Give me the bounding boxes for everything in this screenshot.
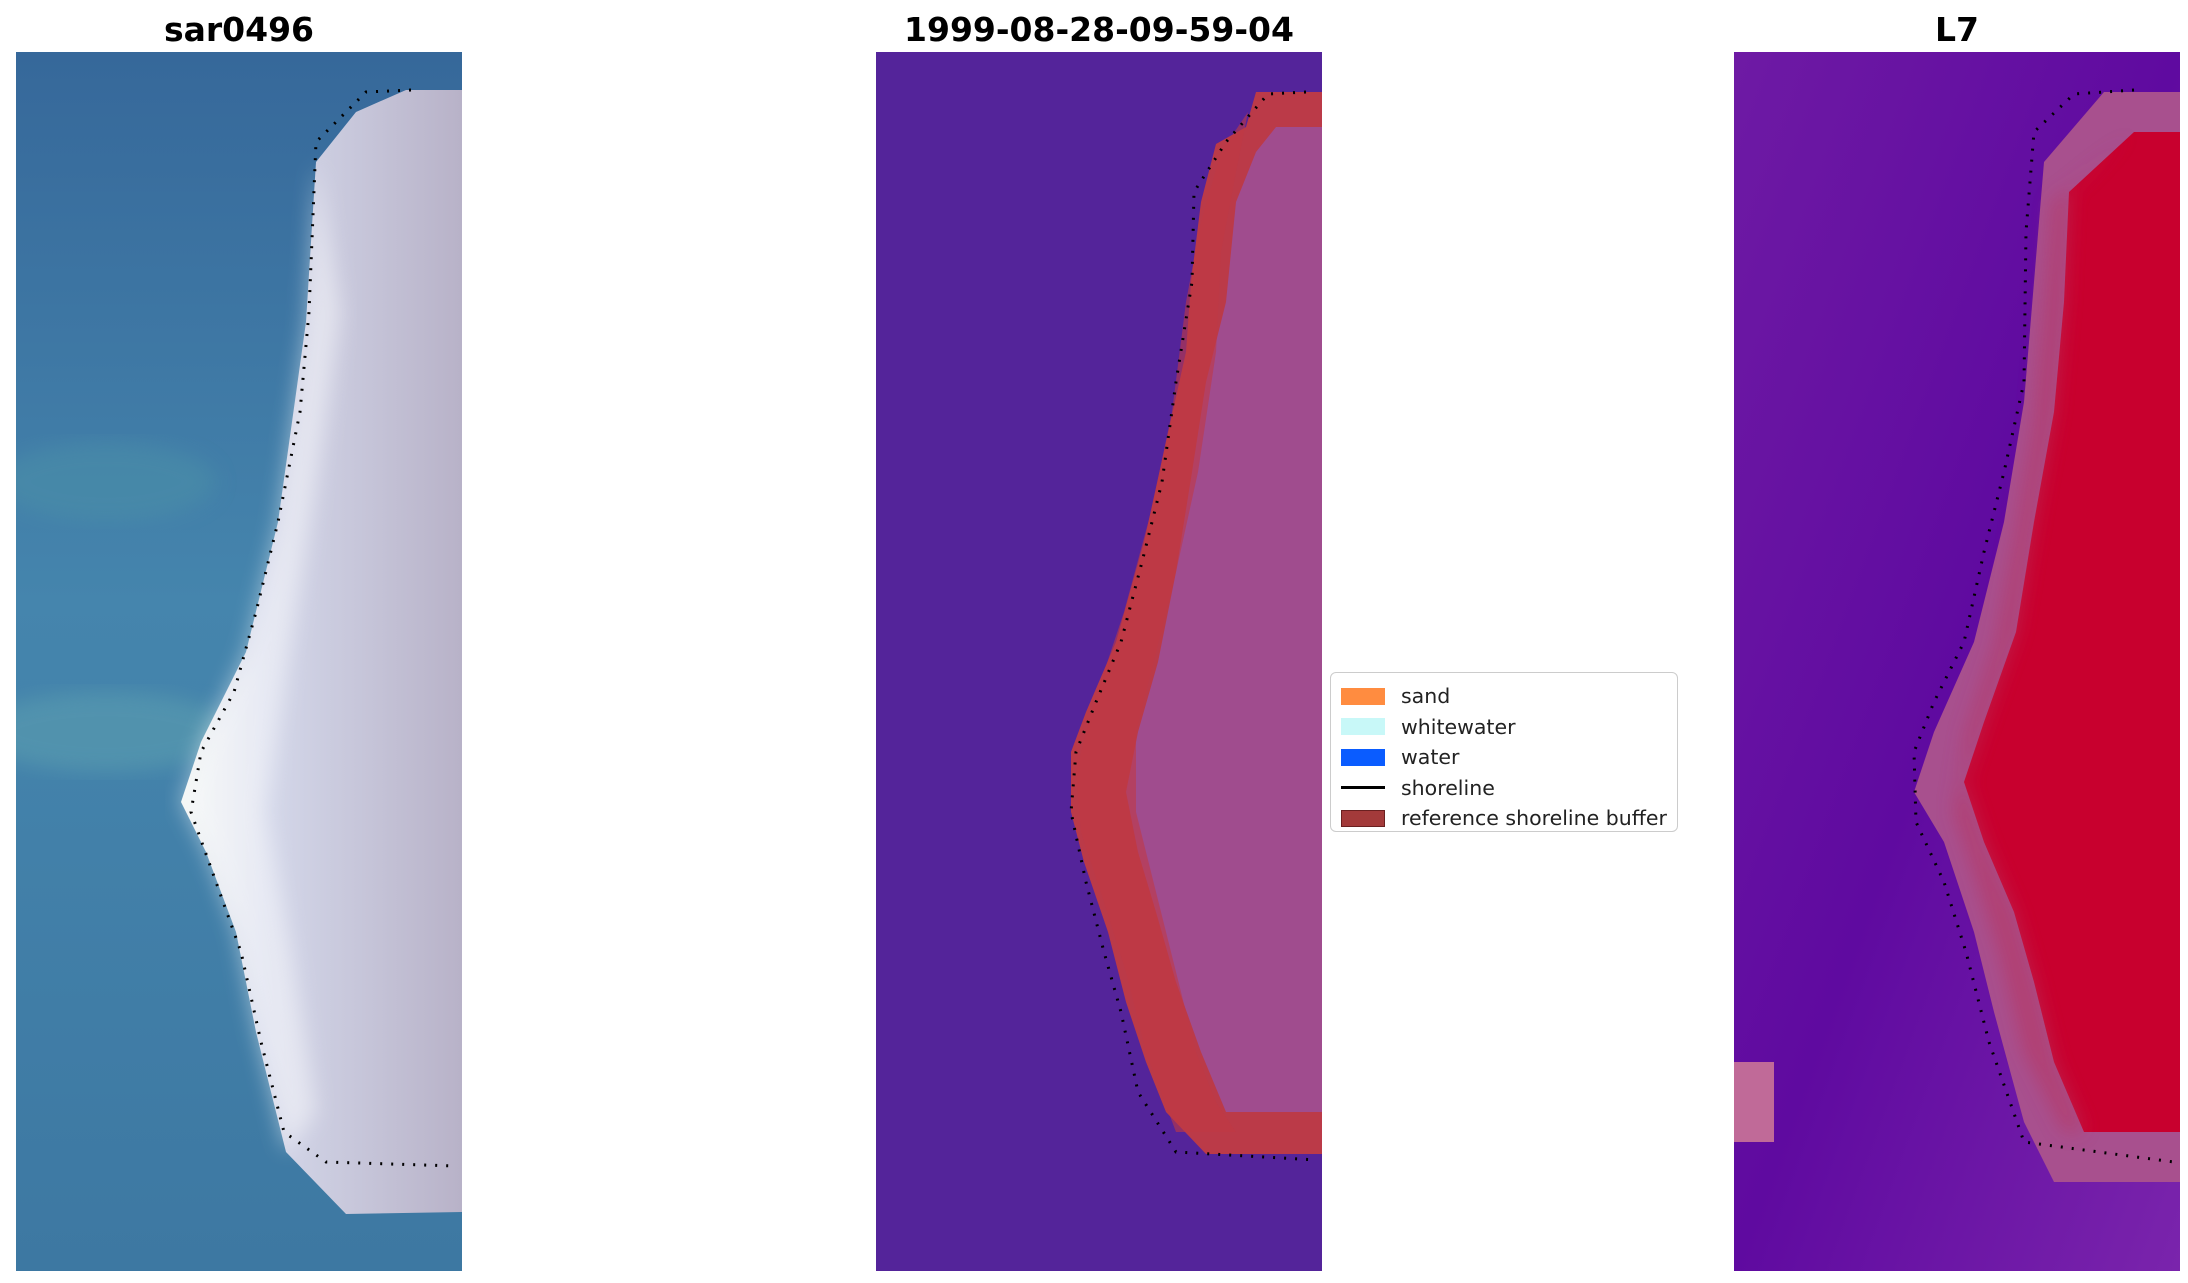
legend-item-reference-buffer: reference shoreline buffer <box>1341 803 1667 834</box>
land-index-high <box>1964 132 2180 1132</box>
legend-label-reference-buffer: reference shoreline buffer <box>1401 806 1667 831</box>
panel-title-date: 1999-08-28-09-59-04 <box>904 10 1294 49</box>
land-region <box>1126 127 1322 1112</box>
classified-image <box>876 52 1322 1271</box>
legend-item-water: water <box>1341 742 1667 773</box>
legend: sand whitewater water shoreline referenc… <box>1330 672 1678 832</box>
legend-label-whitewater: whitewater <box>1401 714 1516 739</box>
satellite-rgb-image <box>16 52 462 1271</box>
legend-label-sand: sand <box>1401 684 1451 709</box>
shoreline-dotted <box>1912 88 2175 1164</box>
legend-item-shoreline: shoreline <box>1341 773 1667 804</box>
panel-title-satellite: L7 <box>1935 10 1979 49</box>
legend-swatch-reference-buffer <box>1341 809 1385 827</box>
legend-item-sand: sand <box>1341 681 1667 712</box>
legend-swatch-whitewater <box>1341 718 1385 736</box>
shoreline-dotted <box>189 88 457 1168</box>
legend-swatch-shoreline <box>1341 786 1385 790</box>
legend-label-water: water <box>1401 745 1460 770</box>
index-image <box>1734 52 2180 1271</box>
legend-swatch-sand <box>1341 687 1385 705</box>
legend-item-whitewater: whitewater <box>1341 712 1667 743</box>
panel-title-image: sar0496 <box>163 10 315 49</box>
legend-label-shoreline: shoreline <box>1401 775 1495 800</box>
legend-swatch-water <box>1341 748 1385 766</box>
